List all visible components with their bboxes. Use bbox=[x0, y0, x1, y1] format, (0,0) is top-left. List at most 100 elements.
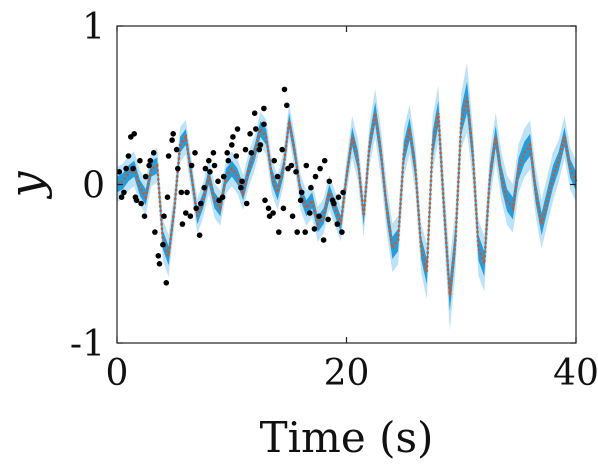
observation-point bbox=[196, 232, 203, 238]
observation-point bbox=[339, 229, 345, 235]
observation-point bbox=[202, 165, 209, 172]
observation-point bbox=[289, 213, 296, 219]
observation-point bbox=[265, 205, 272, 212]
observation-point bbox=[215, 178, 221, 185]
observation-point bbox=[276, 229, 282, 235]
observation-point bbox=[247, 131, 253, 137]
y-axis-label: y bbox=[0, 171, 53, 200]
observation-point bbox=[239, 178, 245, 185]
observation-point bbox=[234, 126, 241, 132]
observation-point bbox=[178, 189, 185, 196]
x-axis-label: Time (s) bbox=[260, 413, 434, 462]
observation-point bbox=[261, 105, 267, 112]
observation-point bbox=[329, 197, 336, 204]
observation-point bbox=[274, 173, 281, 180]
observation-point bbox=[261, 121, 267, 128]
observation-point bbox=[242, 146, 249, 153]
observation-point bbox=[156, 261, 163, 267]
observation-point bbox=[130, 165, 136, 172]
observation-point bbox=[335, 194, 342, 200]
observation-point bbox=[198, 200, 204, 207]
observation-point bbox=[161, 213, 167, 219]
observation-point bbox=[118, 194, 125, 200]
observation-point bbox=[238, 184, 244, 191]
observation-point bbox=[210, 150, 217, 156]
observation-point bbox=[340, 189, 346, 196]
observation-point bbox=[326, 178, 333, 185]
observation-point bbox=[152, 229, 158, 235]
observation-point bbox=[270, 210, 276, 216]
x-tick-label: 40 bbox=[553, 353, 598, 394]
observation-point bbox=[173, 146, 180, 153]
observation-point bbox=[229, 142, 235, 148]
observation-point bbox=[307, 210, 313, 216]
observation-point bbox=[294, 229, 301, 235]
observation-point bbox=[312, 173, 319, 180]
observation-point bbox=[193, 205, 199, 212]
observation-point bbox=[131, 131, 137, 137]
observation-point bbox=[321, 157, 328, 164]
observation-point bbox=[316, 213, 322, 219]
y-tick-label: -1 bbox=[70, 324, 105, 365]
x-tick-label: 0 bbox=[106, 353, 129, 394]
observation-point bbox=[220, 173, 227, 180]
observation-point bbox=[183, 210, 189, 216]
observation-point bbox=[253, 126, 259, 132]
observation-point bbox=[165, 153, 172, 159]
observation-point bbox=[211, 162, 218, 169]
observation-point bbox=[303, 162, 310, 169]
observation-point bbox=[230, 134, 236, 140]
observation-point bbox=[184, 189, 190, 196]
observation-point bbox=[325, 216, 331, 223]
plot-area bbox=[116, 62, 578, 331]
observation-point bbox=[224, 150, 230, 156]
observation-point bbox=[116, 169, 123, 175]
observation-point bbox=[256, 146, 263, 153]
observation-point bbox=[201, 184, 207, 191]
observation-point bbox=[150, 150, 157, 156]
observation-point bbox=[284, 102, 290, 109]
observation-point bbox=[164, 194, 171, 200]
observation-point bbox=[187, 213, 194, 219]
observation-point bbox=[298, 189, 305, 196]
observation-point bbox=[280, 205, 287, 212]
observation-point bbox=[233, 153, 240, 159]
observation-point bbox=[293, 169, 299, 175]
observation-point bbox=[279, 146, 286, 153]
observation-point bbox=[123, 165, 129, 172]
observation-point bbox=[137, 157, 143, 164]
y-tick-label: 0 bbox=[82, 166, 105, 207]
observation-point bbox=[257, 142, 264, 148]
observation-point bbox=[302, 229, 309, 235]
observation-point bbox=[225, 157, 232, 164]
observation-point bbox=[188, 162, 195, 169]
x-tick-label: 20 bbox=[324, 353, 370, 394]
observation-point bbox=[121, 189, 127, 196]
axes: 0 20 40-101 bbox=[70, 7, 598, 394]
observation-point bbox=[125, 153, 132, 159]
observation-point bbox=[179, 221, 186, 227]
observation-point bbox=[206, 157, 212, 164]
observation-point bbox=[170, 131, 176, 137]
observation-point bbox=[311, 226, 318, 232]
observation-point bbox=[308, 184, 314, 191]
observation-point bbox=[169, 137, 175, 143]
observation-point bbox=[288, 162, 295, 169]
observation-point bbox=[132, 194, 139, 200]
observation-point bbox=[262, 197, 268, 204]
observation-point bbox=[251, 110, 258, 116]
mean-prediction-line bbox=[116, 97, 578, 296]
observation-point bbox=[317, 165, 323, 172]
observation-point bbox=[175, 165, 181, 172]
observation-point bbox=[192, 150, 198, 156]
labels: Time (s) y bbox=[0, 171, 433, 463]
observation-point bbox=[297, 197, 304, 204]
observation-point bbox=[219, 194, 226, 200]
observation-point bbox=[146, 162, 152, 169]
y-tick-label: 1 bbox=[82, 7, 105, 48]
observation-point bbox=[271, 157, 278, 164]
observation-point bbox=[147, 157, 154, 164]
observation-point bbox=[141, 213, 148, 219]
